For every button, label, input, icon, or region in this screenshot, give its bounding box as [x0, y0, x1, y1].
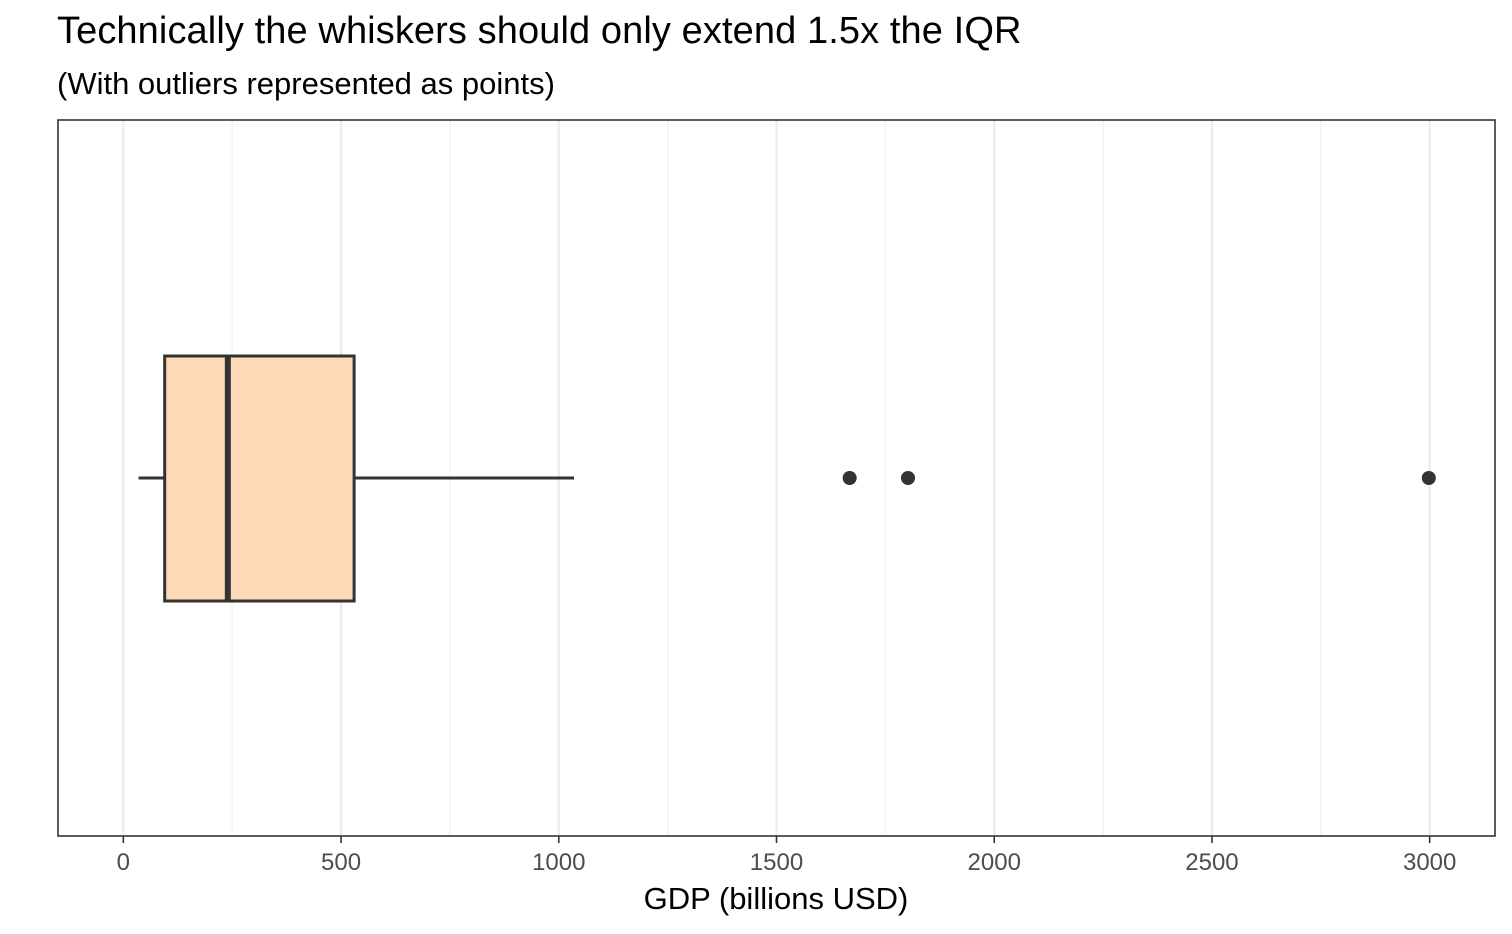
- x-tick-label: 1500: [750, 849, 803, 876]
- x-tick-label: 500: [321, 849, 361, 876]
- chart-title: Technically the whiskers should only ext…: [57, 10, 1022, 52]
- outlier-point: [1421, 471, 1436, 485]
- outlier-point: [842, 471, 857, 485]
- boxplot: [138, 354, 575, 603]
- iqr-box: [163, 354, 356, 603]
- x-tick-label: 2500: [1185, 849, 1238, 876]
- outlier-points: [842, 471, 1436, 485]
- x-tick-label: 2000: [968, 849, 1021, 876]
- chart-subtitle: (With outliers represented as points): [57, 66, 555, 101]
- x-tick-label: 3000: [1403, 849, 1456, 876]
- x-axis: 0 500 1000 1500 2000 2500 3000: [117, 836, 1456, 876]
- x-axis-title: GDP (billions USD): [644, 881, 909, 916]
- outlier-point: [901, 471, 916, 485]
- x-tick-label: 1000: [532, 849, 585, 876]
- x-tick-label: 0: [117, 849, 130, 876]
